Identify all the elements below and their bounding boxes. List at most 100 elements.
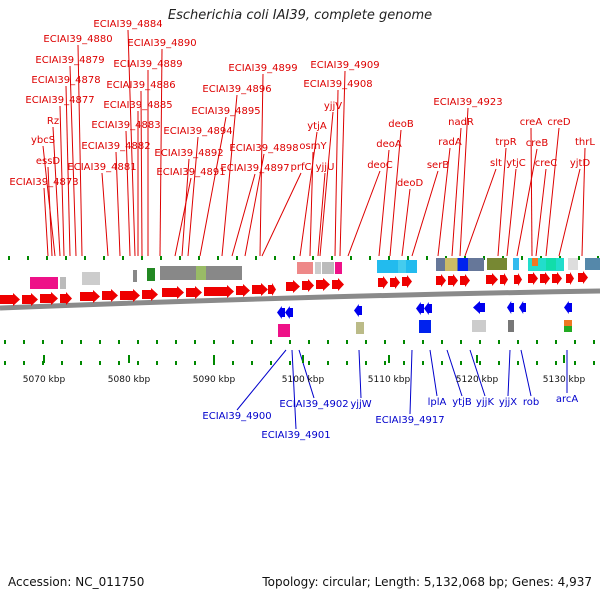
- connector-line: [101, 172, 109, 257]
- gene-feature-box: [147, 268, 155, 281]
- scale-label: 5090 kbp: [193, 375, 236, 385]
- connector-line: [530, 127, 533, 257]
- gene-label: yjjV: [324, 101, 342, 112]
- forward-gene-arrow: [316, 278, 330, 291]
- gene-label: ECIAI39_4923: [433, 97, 502, 108]
- gene-label: ECIAI39_4898: [229, 143, 298, 154]
- connector-line: [69, 65, 77, 257]
- scale-tick: [384, 340, 386, 344]
- connector-line: [236, 349, 287, 411]
- scale-tick: [403, 361, 405, 365]
- tick-mark: [179, 256, 181, 260]
- forward-gene-arrow: [302, 279, 314, 292]
- gene-label: ytjB: [452, 397, 472, 408]
- scale-tick: [99, 340, 101, 344]
- gene-label: ECIAI39_4899: [228, 63, 297, 74]
- gene-label: ECIAI39_4889: [113, 59, 182, 70]
- forward-gene-arrow: [40, 292, 58, 305]
- scale-tick: [137, 340, 139, 344]
- gene-label: ECIAI39_4902: [279, 399, 348, 410]
- connector-line: [140, 90, 143, 257]
- scale-tick: [251, 340, 253, 344]
- gene-label: ECIAI39_4901: [261, 430, 330, 441]
- connector-line: [309, 151, 314, 257]
- genome-summary-text: Topology: circular; Length: 5,132,068 bp…: [262, 575, 592, 589]
- connector-line: [317, 172, 326, 257]
- connector-line: [319, 111, 334, 257]
- tick-mark: [84, 256, 86, 260]
- tick-mark: [426, 256, 428, 260]
- connector-line: [497, 147, 507, 257]
- gene-label: ECIAI39_4890: [127, 38, 196, 49]
- scale-tick: [422, 340, 424, 344]
- scale-tick: [555, 361, 557, 365]
- gene-feature-box: [568, 258, 578, 270]
- gene-label: ECIAI39_4879: [35, 55, 104, 66]
- tick-mark: [331, 256, 333, 260]
- tick-mark: [65, 256, 67, 260]
- connector-line: [459, 107, 469, 257]
- scale-tick: [118, 340, 120, 344]
- scale-tick: [308, 340, 310, 344]
- forward-gene-arrow: [540, 272, 550, 285]
- scale-tick: [4, 361, 6, 365]
- forward-gene-arrow: [162, 286, 184, 299]
- gene-feature-box: [398, 260, 406, 273]
- scale-tick: [555, 340, 557, 344]
- gene-feature-box: [472, 320, 486, 332]
- gene-label: ECIAI39_4909: [310, 60, 379, 71]
- gene-label: ECIAI39_4892: [154, 148, 223, 159]
- gene-feature-box: [546, 258, 556, 270]
- scale-tick: [346, 340, 348, 344]
- tick-mark: [312, 256, 314, 260]
- forward-gene-arrow: [186, 286, 202, 299]
- label-connectors: [42, 29, 586, 430]
- connector-line: [389, 129, 402, 257]
- gene-label: deoC: [367, 160, 393, 171]
- scale-tick: [213, 340, 215, 344]
- scale-tick: [517, 340, 519, 344]
- tick-mark: [141, 256, 143, 260]
- gene-label: ECIAI39_4895: [191, 106, 260, 117]
- genome-title: Escherichia coli IAI39, complete genome: [167, 8, 433, 23]
- gene-label: ECIAI39_4885: [103, 100, 172, 111]
- tick-mark: [160, 256, 162, 260]
- tick-mark: [122, 256, 124, 260]
- connector-line: [358, 349, 362, 399]
- scale-tick: [4, 340, 6, 344]
- tick-mark: [578, 256, 580, 260]
- scale-tick: [479, 340, 481, 344]
- scale-tick: [80, 361, 82, 365]
- gene-feature-box: [564, 326, 572, 332]
- gene-feature-box: [133, 270, 137, 282]
- accession-text: Accession: NC_011750: [8, 575, 145, 589]
- gene-label: ECIAI39_4900: [202, 411, 271, 422]
- scale-tick: [346, 361, 348, 365]
- connector-line: [59, 105, 65, 257]
- gene-label: ytjA: [307, 121, 327, 132]
- scale-major-tick: [302, 355, 304, 363]
- scale-major-tick: [43, 355, 45, 363]
- forward-gene-arrow: [436, 274, 446, 287]
- connector-line: [231, 173, 256, 257]
- gene-label: nadR: [448, 117, 474, 128]
- gene-label: ECIAI39_4873: [9, 177, 78, 188]
- forward-gene-arrow: [236, 284, 250, 297]
- scale-label: 5070 kbp: [23, 375, 66, 385]
- gene-feature-box: [30, 277, 58, 289]
- tick-mark: [293, 256, 295, 260]
- connector-line: [437, 147, 451, 257]
- gene-label: ybcS: [31, 135, 55, 146]
- connector-line: [187, 136, 199, 257]
- connector-line: [446, 349, 463, 397]
- gene-label: ECIAI39_4891: [156, 167, 225, 178]
- gene-feature-box: [508, 320, 514, 332]
- gene-label: essD: [36, 156, 61, 167]
- scale-tick: [156, 340, 158, 344]
- gene-label: ECIAI39_4882: [81, 141, 150, 152]
- gene-label: radA: [438, 137, 462, 148]
- gene-label: trpR: [495, 137, 516, 148]
- connector-line: [347, 170, 381, 257]
- scale-major-tick: [388, 355, 390, 363]
- connector-line: [127, 29, 136, 257]
